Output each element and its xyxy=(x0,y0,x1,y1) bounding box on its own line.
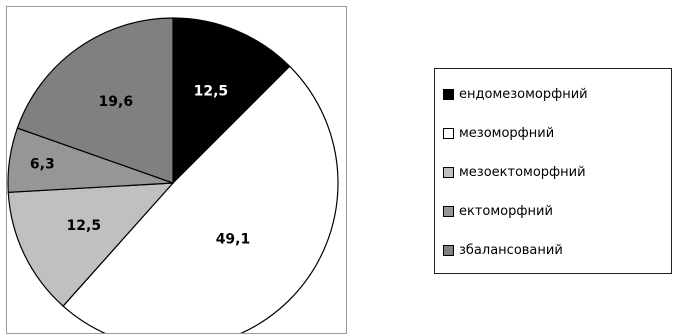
pie-slice-mesoectomorphic xyxy=(7,182,175,307)
legend-item-balanced: збалансований xyxy=(435,231,671,270)
data-label-balanced: 19,6 xyxy=(99,94,134,110)
legend-label: мезоектоморфний xyxy=(459,165,586,180)
data-label-mesoectomorphic: 12,5 xyxy=(67,218,102,234)
legend-item-mesomorphic: мезоморфний xyxy=(435,114,671,153)
legend-swatch xyxy=(443,128,454,139)
legend-label: збалансований xyxy=(459,243,563,258)
legend: ендомезоморфний мезоморфний мезоектоморф… xyxy=(434,68,672,274)
pie-slice-endomesomorphic xyxy=(172,17,291,185)
legend-swatch xyxy=(443,245,454,256)
pie-chart: 12,5 49,1 12,5 6,3 19,6 xyxy=(7,17,339,333)
legend-label: мезоморфний xyxy=(459,126,555,141)
pie-slice-balanced xyxy=(16,17,174,184)
legend-swatch xyxy=(443,167,454,178)
legend-label: ектоморфний xyxy=(459,204,553,219)
legend-item-ectomorphic: ектоморфний xyxy=(435,192,671,231)
legend-label: ендомезоморфний xyxy=(459,87,588,102)
data-label-mesomorphic: 49,1 xyxy=(216,232,251,248)
legend-item-endomesomorphic: ендомезоморфний xyxy=(435,75,671,114)
legend-swatch xyxy=(443,89,454,100)
legend-item-mesoectomorphic: мезоектоморфний xyxy=(435,153,671,192)
plot-area: 12,5 49,1 12,5 6,3 19,6 xyxy=(6,6,347,334)
data-label-ectomorphic: 6,3 xyxy=(30,156,55,172)
pie-slice-mesomorphic xyxy=(62,65,339,333)
legend-swatch xyxy=(443,206,454,217)
data-label-endomesomorphic: 12,5 xyxy=(194,84,229,100)
